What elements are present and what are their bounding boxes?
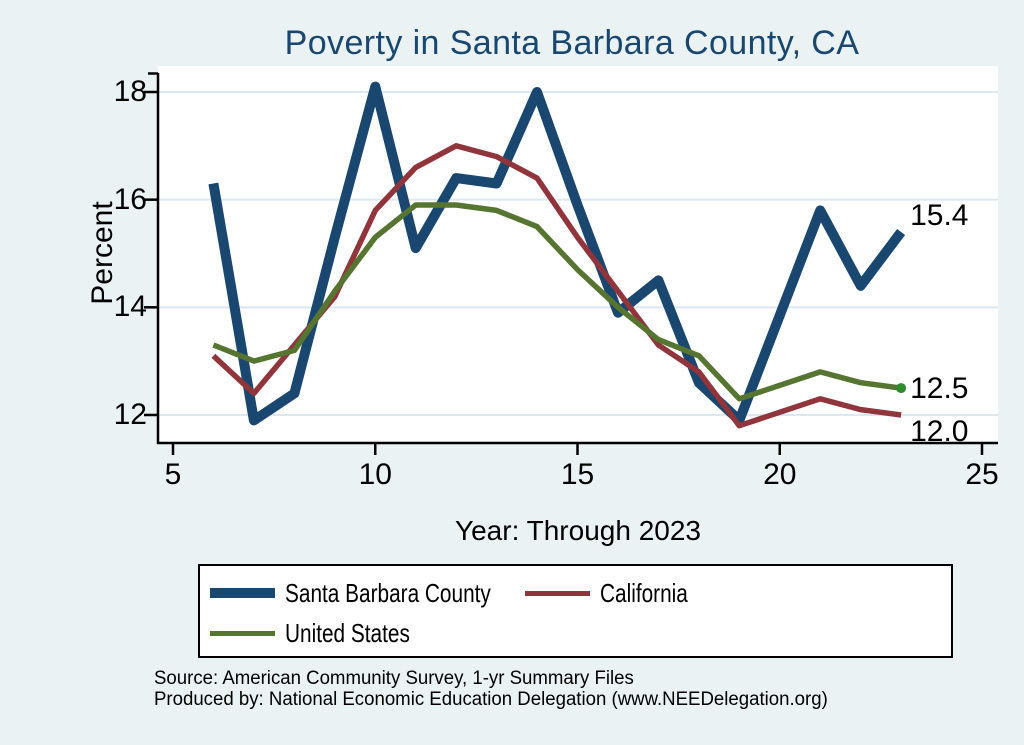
y-tick-label-16: 16 bbox=[113, 182, 147, 216]
legend-swatch-santa-barbara bbox=[210, 588, 275, 598]
x-tick-label-15: 15 bbox=[560, 458, 595, 491]
x-tick-label-10: 10 bbox=[358, 458, 392, 491]
source-line-2: Produced by: National Economic Education… bbox=[154, 689, 828, 710]
series-end-label-santa-barbara: 15.4 bbox=[910, 198, 969, 232]
legend-swatch-california bbox=[525, 591, 590, 596]
legend-label-united-states: United States bbox=[285, 618, 410, 648]
legend-label-california: California bbox=[600, 578, 688, 608]
chart-title: Poverty in Santa Barbara County, CA bbox=[284, 24, 860, 62]
legend-box: Santa Barbara County California United S… bbox=[198, 564, 953, 658]
legend-swatch-united-states bbox=[210, 631, 275, 636]
source-note: Source: American Community Survey, 1-yr … bbox=[154, 668, 997, 710]
legend-label-santa-barbara: Santa Barbara County bbox=[285, 578, 491, 608]
y-tick-label-14: 14 bbox=[113, 290, 147, 324]
series-end-label-california: 12.0 bbox=[910, 414, 969, 448]
y-tick-label-18: 18 bbox=[113, 75, 147, 108]
series-line-santa-barbara-county bbox=[208, 81, 906, 426]
source-line-1: Source: American Community Survey, 1-yr … bbox=[154, 668, 634, 689]
x-tick-label-25: 25 bbox=[965, 458, 999, 491]
series-line-united-states bbox=[212, 202, 902, 402]
series-end-label-united-states: 12.5 bbox=[910, 372, 969, 406]
y-tick-label-12: 12 bbox=[113, 397, 147, 431]
x-tick-label-20: 20 bbox=[763, 458, 797, 491]
end-marker-dot bbox=[896, 383, 907, 394]
x-axis-title: Year: Through 2023 bbox=[455, 515, 701, 546]
x-tick-label-5: 5 bbox=[164, 458, 182, 491]
